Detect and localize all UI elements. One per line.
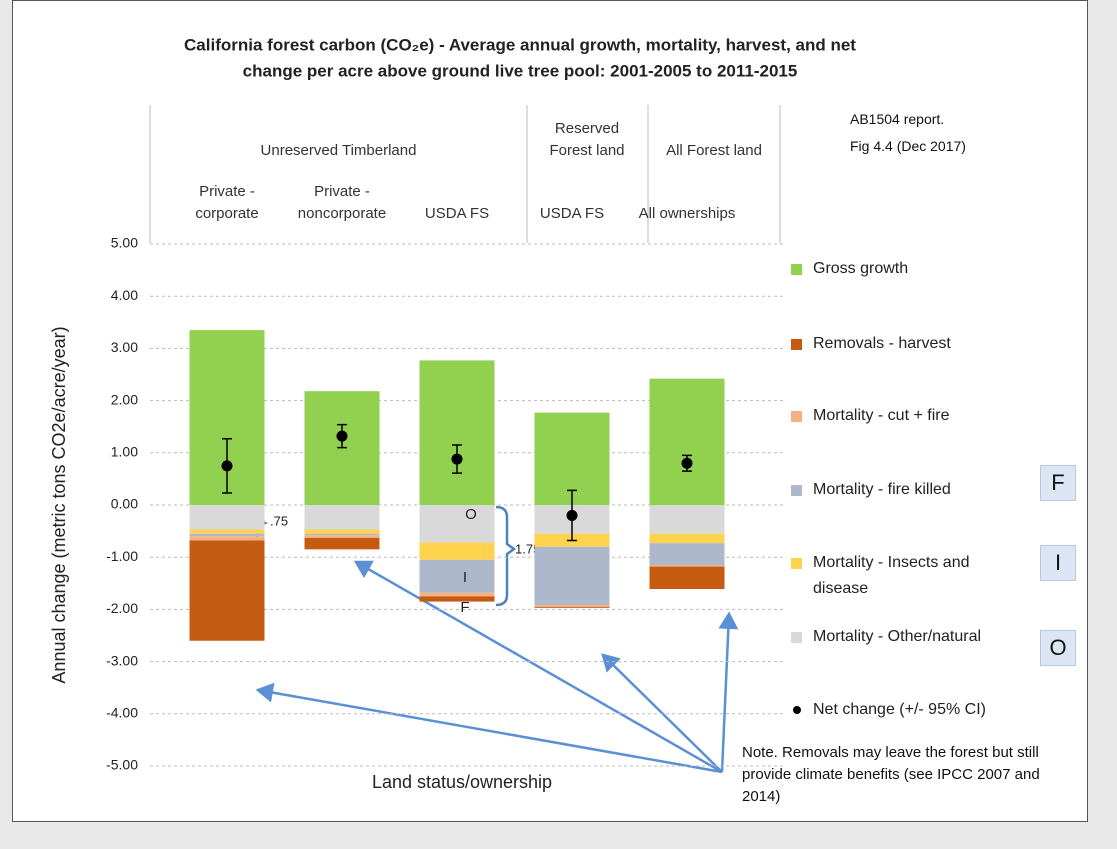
bar-segment [189,529,265,534]
bar-segment [189,533,265,537]
legend-swatch [791,411,802,422]
legend-label: Gross growth [813,260,909,277]
bar-segment [534,605,610,607]
key-box: O [1040,630,1076,666]
bar-segment [189,505,265,530]
bar-segment [649,378,725,505]
header-lines [149,105,781,243]
x-tick-label: All ownerships [638,205,736,222]
y-tick-label: 0.00 [111,496,138,512]
source-note: AB1504 report. [850,111,945,127]
legend-label: Mortality - Insects and disease [813,554,970,597]
annotation: O [465,506,477,523]
y-tick-label: -3.00 [106,652,138,668]
bar-segment [304,505,380,530]
chart-title: change per acre above ground live tree p… [243,61,798,80]
key-box: F [1040,465,1076,501]
bar-segment [534,606,610,608]
bar-segment [189,540,265,641]
bar-segment [534,546,610,606]
annotation: .75 [270,513,288,528]
y-tick-label: 4.00 [111,287,138,303]
x-tick-label: Private - corporate [195,183,259,222]
bar-segment [649,565,725,567]
x-tick-label: USDA FS [539,205,605,222]
bar-segment [304,535,380,538]
bar-segment [304,533,380,536]
bar-segment [649,543,725,566]
bar-segment [534,412,610,505]
bar-segment [419,559,495,593]
x-tick-label: USDA FS [424,205,490,222]
legend-label: Mortality - cut + fire [813,407,950,424]
annotation: I [463,569,467,586]
net-dot [681,457,693,469]
legend-swatch [791,632,802,643]
y-tick-label: 1.00 [111,444,138,460]
bar-segment [649,533,725,544]
bar-segment [419,596,495,602]
bar-segment [419,505,495,543]
group-label: All Forest land [666,142,762,159]
y-tick-label: -1.00 [106,548,138,564]
legend-swatch [791,558,802,569]
net-dot [221,460,233,472]
net-dot [336,430,348,442]
group-label: Reserved Forest land [549,120,625,159]
key-box: I [1040,545,1076,581]
x-tick-label: Private - noncorporate [297,183,387,222]
y-tick-label: -4.00 [106,705,138,721]
bar-segment [189,536,265,541]
y-axis-label: Annual change (metric tons CO2e/acre/yea… [49,326,69,683]
y-tick-label: -2.00 [106,600,138,616]
y-tick-label: 2.00 [111,391,138,407]
legend-label: Net change (+/- 95% CI) [813,701,986,718]
bar-segment [304,529,380,534]
x-axis-label: Land status/ownership [372,772,552,792]
y-tick-label: 5.00 [111,235,138,251]
bar-segment [649,505,725,534]
chart-title: California forest carbon (CO₂e) - Averag… [184,35,856,54]
bar-segment [419,592,495,597]
source-note: Fig 4.4 (Dec 2017) [850,138,966,154]
group-label: Unreserved Timberland [260,142,417,159]
annotation: F [460,599,469,616]
note: Note. Removals may leave the forest but … [742,744,1040,805]
legend-dot [793,706,801,714]
net-dot [451,453,463,465]
bar-segment [304,537,380,550]
annotation: 1.75 [515,541,540,556]
legend-label: Removals - harvest [813,335,951,352]
legend-swatch [791,485,802,496]
y-tick-label: 3.00 [111,339,138,355]
legend-swatch [791,264,802,275]
legend-label: Mortality - Other/natural [813,628,982,645]
net-dot [566,509,578,521]
legend-label: Mortality - fire killed [813,481,951,498]
legend-swatch [791,339,802,350]
bar-segment [419,542,495,560]
y-tick-label: -5.00 [106,757,138,773]
bar-segment [419,360,495,505]
bar-segment [649,566,725,590]
